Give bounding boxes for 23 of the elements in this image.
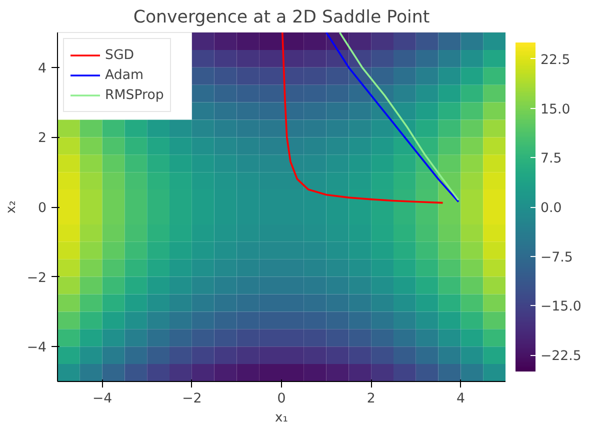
color-bar-label: −22.5 — [540, 349, 582, 364]
legend-label: RMSProp — [105, 88, 164, 102]
x-tick-label: 0 — [277, 392, 286, 406]
color-bar-label: 0.0 — [540, 201, 562, 216]
color-bar-label: 7.5 — [540, 152, 562, 167]
legend-label: SGD — [105, 48, 134, 62]
x-axis-title: x₁ — [275, 410, 288, 426]
color-bar-label: 22.5 — [540, 52, 570, 68]
color-bar-label: −7.5 — [540, 250, 573, 266]
x-tick-label: −2 — [182, 392, 202, 406]
y-tick-label: 0 — [38, 201, 47, 216]
y-tick-label: −4 — [26, 340, 47, 356]
legend-label: Adam — [105, 68, 144, 82]
x-tick-label: 2 — [366, 392, 376, 406]
x-tick-label: 4 — [456, 392, 465, 406]
x-tick-label: −4 — [92, 392, 112, 406]
color-bar-label: −15.0 — [540, 300, 582, 315]
color-bar-label: 15.0 — [540, 102, 570, 118]
y-axis-title: x₂ — [4, 200, 19, 214]
y-tick-label: −2 — [26, 270, 47, 286]
y-tick-label: 2 — [38, 131, 47, 146]
y-tick-label: 4 — [38, 61, 47, 76]
chart-title: Convergence at a 2D Saddle Point — [133, 8, 430, 28]
